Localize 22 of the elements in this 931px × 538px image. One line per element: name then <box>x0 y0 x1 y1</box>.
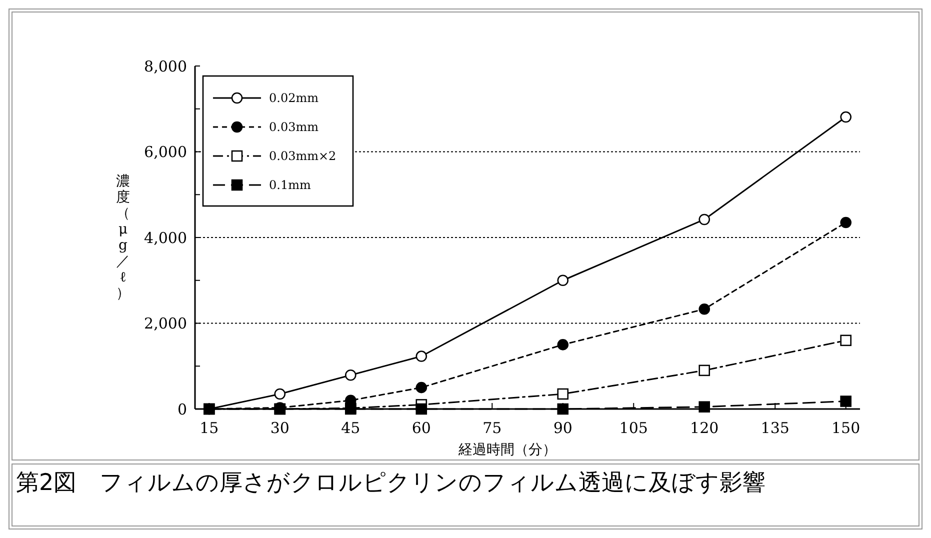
x-axis-title: 経過時間（分） <box>458 442 557 458</box>
x-tick-label: 105 <box>619 419 648 437</box>
legend-label: 0.1mm <box>269 178 312 192</box>
legend-label: 0.03mm×2 <box>269 149 336 164</box>
y-tick-label: 6,000 <box>144 143 187 161</box>
y-tick-label: 8,000 <box>144 57 187 76</box>
y-tick-label: 0 <box>177 400 187 418</box>
x-tick-label: 60 <box>412 419 431 437</box>
x-tick-label: 15 <box>200 419 219 437</box>
x-tick-label: 120 <box>690 419 719 437</box>
x-tick-label: 45 <box>341 419 360 437</box>
legend-label: 0.02mm <box>269 91 320 106</box>
legend-label: 0.03mm <box>269 120 320 134</box>
x-tick-label: 75 <box>482 419 502 437</box>
y-tick-label: 2,000 <box>144 314 187 332</box>
x-tick-label: 135 <box>760 419 790 437</box>
y-tick-label: 4,000 <box>144 228 187 247</box>
text: 第2図 フィルムの厚さがクロルピクリンのフィルム透過に及ぼす影響 <box>16 470 766 496</box>
x-tick-label: 30 <box>270 419 290 437</box>
y-axis-title: 濃度（μg／ℓ） <box>116 174 130 302</box>
x-tick-label: 90 <box>553 419 572 437</box>
x-tick-label: 150 <box>832 419 860 437</box>
